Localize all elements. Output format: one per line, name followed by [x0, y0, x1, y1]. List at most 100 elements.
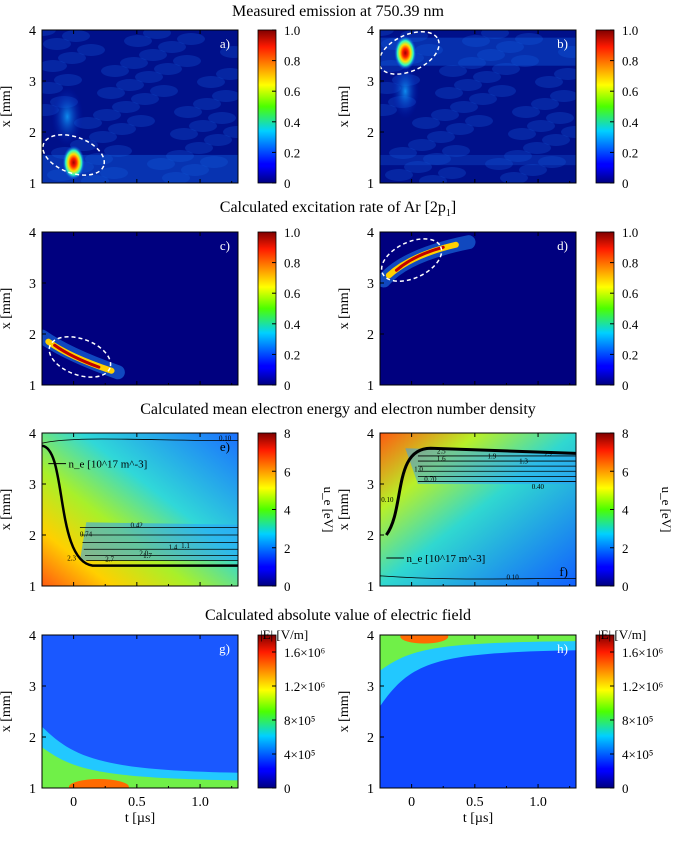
noise-blob	[554, 68, 576, 80]
x-tick-label: 1.0	[191, 795, 209, 810]
y-axis-label: x [mm]	[337, 288, 352, 330]
noise-blob	[485, 158, 513, 170]
colorbar-tick-label: 8	[622, 426, 629, 441]
colorbar-tick-label: 2	[622, 541, 629, 556]
row-title-field: Calculated absolute value of electric fi…	[205, 607, 471, 624]
noise-blob	[504, 150, 532, 162]
noise-blob	[166, 150, 194, 162]
noise-blob	[162, 172, 190, 183]
y-tick-label: 4	[367, 427, 374, 442]
noise-blob	[527, 120, 555, 132]
x-tick-label: 0	[70, 795, 77, 810]
x-tick-label: 0	[408, 795, 415, 810]
noise-blob	[108, 123, 136, 135]
noise-blob	[54, 74, 82, 86]
panel-label: c)	[220, 238, 230, 253]
plot-frame	[379, 231, 577, 386]
colorbar-tick-label: 0	[284, 378, 291, 393]
colorbar-tick-label: 1.6×10⁶	[622, 645, 663, 660]
plot-area	[42, 635, 238, 788]
colorbar-tick-label: 0.2	[622, 145, 638, 160]
colorbar-tick-label: 0	[622, 781, 629, 796]
highlight-ellipse	[42, 134, 106, 176]
noise-blob	[200, 156, 228, 168]
colorbar-tick-label: 4	[622, 503, 629, 518]
row-title-energy: Calculated mean electron energy and elec…	[140, 401, 536, 418]
noise-blob	[220, 46, 238, 58]
density-legend-label: n_e [10^17 m^-3]	[407, 553, 486, 565]
panel-label: d)	[557, 238, 568, 253]
noise-blob	[223, 126, 238, 138]
plot-area: 0.10 0.42 0.74 1.1 1.4 1.72.0 2.3 2.7 n_e [10^17…	[42, 433, 238, 586]
y-tick-label: 1	[29, 580, 36, 595]
colorbar-tick-label: 0.8	[622, 256, 638, 271]
plot-area	[380, 30, 576, 183]
colorbar-tick-label: 0	[622, 176, 629, 191]
noise-blob	[42, 82, 63, 94]
colorbar-tick-label: 0	[284, 176, 291, 191]
panel-b: b) 1 2 3 4 x [mm] 0 0.2 0.4 0.6 0.8 1.0	[337, 23, 639, 192]
y-axis-label: x [mm]	[0, 691, 14, 733]
noise-blob	[408, 139, 436, 151]
contour-label: 1.3	[519, 458, 528, 466]
noise-blob	[93, 109, 121, 121]
colorbar-tick-label: 0.4	[622, 115, 639, 130]
colorbar-tick-label: 0.6	[284, 84, 301, 99]
plot-frame	[41, 29, 239, 184]
field-region-mid	[380, 635, 576, 671]
x-tick-label: 0.5	[466, 795, 484, 810]
noise-blob	[508, 128, 536, 140]
noise-blob	[181, 164, 209, 176]
y-axis-label: x [mm]	[337, 489, 352, 531]
y-tick-label: 3	[367, 478, 374, 493]
highlight-ellipse	[380, 238, 443, 282]
row-title-excitation-subscript: 1	[446, 208, 451, 219]
colorbar-tick-label: 0.4	[622, 317, 639, 332]
noise-blob	[85, 153, 113, 165]
y-tick-label: 2	[29, 731, 36, 746]
noise-blob	[389, 147, 417, 159]
colorbar-tick-label: 1.2×10⁶	[622, 679, 663, 694]
noise-blob	[450, 101, 478, 113]
noise-blob	[492, 63, 520, 75]
colorbar-gradient	[595, 231, 615, 386]
panel-a: a) 1 2 3 4 x [mm] 0 0.2 0.4 0.6 0.8 1.0	[0, 23, 301, 192]
noise-blob	[173, 55, 201, 67]
colorbar-tick-label: 6	[284, 464, 291, 479]
y-tick-label: 1	[29, 177, 36, 192]
noise-blob	[542, 134, 570, 146]
y-tick-label: 2	[367, 126, 374, 141]
emission-tail	[391, 63, 420, 120]
noise-blob	[197, 76, 225, 88]
plot-area	[380, 232, 576, 385]
contour-line	[42, 444, 238, 567]
noise-blob	[531, 98, 559, 110]
colorbar-tick-label: 4×10⁵	[622, 747, 653, 762]
colorbar-gradient	[257, 29, 277, 184]
colorbar-tick-label: 1.6×10⁶	[284, 645, 325, 660]
y-tick-label: 3	[367, 680, 374, 695]
colorbar-tick-label: 0	[284, 781, 291, 796]
noise-blob	[177, 33, 205, 45]
noise-blob	[189, 120, 217, 132]
noise-blob	[496, 41, 524, 53]
colorbar-tick-label: 1.0	[284, 23, 300, 38]
noise-blob	[185, 142, 213, 154]
colorbar-tick-label: 1.0	[622, 23, 638, 38]
colorbar-tick-label: 0.6	[284, 286, 301, 301]
colorbar-tick-label: 1.0	[284, 225, 300, 240]
bottom-band	[380, 154, 576, 166]
noise-blob	[43, 38, 71, 50]
panel-h: h) 1 2 3 4 0 0.5 1.0 x [mm] t [µs] 0 4×10⁵ 8×10⁵ 1.2×…	[337, 627, 663, 826]
noise-blob	[535, 76, 563, 88]
colorbar-tick-label: 0.4	[284, 317, 301, 332]
noise-blob	[546, 112, 574, 124]
colorbar-gradient	[257, 634, 277, 789]
contour-line	[42, 438, 238, 444]
colorbar-tick-label: 1.0	[622, 225, 638, 240]
noise-blob	[412, 117, 440, 129]
contour-label: 0.42	[131, 521, 144, 529]
panel-label: b)	[557, 36, 568, 51]
noise-blob	[446, 123, 474, 135]
contour-label: 2.3	[67, 555, 76, 563]
